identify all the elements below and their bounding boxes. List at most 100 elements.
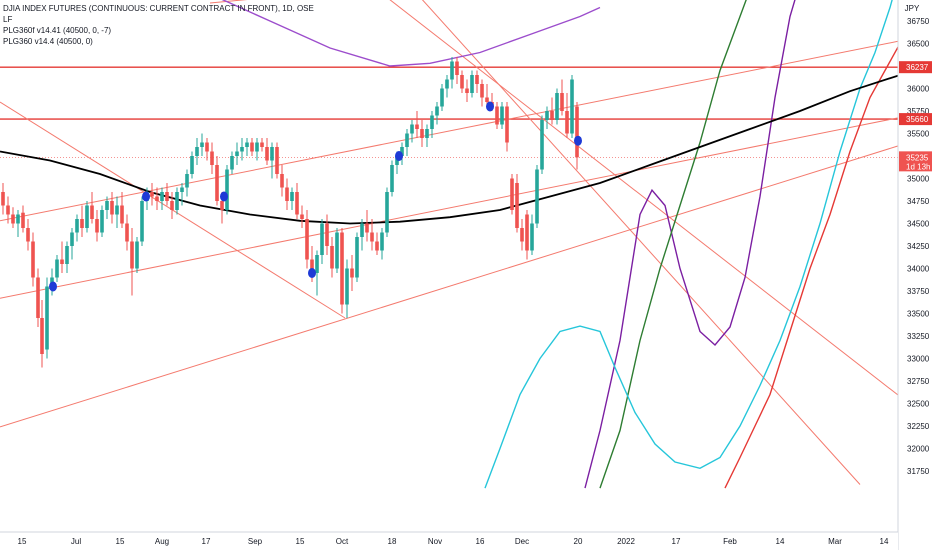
candle[interactable] [21,205,25,233]
candle[interactable] [120,192,124,228]
candle[interactable] [485,84,489,107]
candle[interactable] [545,106,549,130]
price-axis[interactable]: JPY 31750 32000 32250 32500 32750 33000 33250 33… [897,0,932,550]
candle[interactable] [340,228,344,314]
candle[interactable] [255,138,259,161]
candle[interactable] [360,219,364,251]
candle[interactable] [150,183,154,206]
candle[interactable] [445,75,449,98]
candle[interactable] [565,93,569,138]
candle[interactable] [26,219,30,251]
candle[interactable] [265,138,269,165]
candle[interactable] [100,205,104,238]
candle[interactable] [190,151,194,179]
candle[interactable] [110,192,114,224]
candle[interactable] [6,196,10,224]
candle[interactable] [160,187,164,211]
candle[interactable] [355,232,359,283]
candle[interactable] [90,192,94,224]
candle[interactable] [540,115,544,175]
candle[interactable] [180,183,184,206]
candle[interactable] [495,102,499,129]
candle[interactable] [230,151,234,175]
candle[interactable] [135,237,139,273]
candle[interactable] [470,70,474,98]
candle[interactable] [315,250,319,296]
candle[interactable] [80,205,84,238]
candle[interactable] [335,228,339,273]
candle[interactable] [175,187,179,215]
candle[interactable] [440,84,444,111]
candle[interactable] [380,228,384,260]
candle[interactable] [320,219,324,264]
candle[interactable] [460,70,464,94]
candle[interactable] [140,196,144,247]
candle[interactable] [410,120,414,143]
candle[interactable] [170,192,174,219]
candle[interactable] [31,232,35,287]
candle[interactable] [420,120,424,147]
candle[interactable] [330,237,334,278]
candle[interactable] [575,102,579,170]
candle[interactable] [290,187,294,211]
candle[interactable] [205,138,209,161]
candle[interactable] [60,241,64,274]
candle[interactable] [450,57,454,89]
candle[interactable] [510,174,514,215]
candle[interactable] [365,210,369,242]
candle[interactable] [270,142,274,179]
candle[interactable] [210,142,214,175]
candle[interactable] [465,79,469,103]
candle[interactable] [425,124,429,148]
candle[interactable] [235,142,239,166]
candle[interactable] [475,70,479,94]
candle[interactable] [525,210,529,260]
candle[interactable] [430,111,434,138]
candle[interactable] [325,214,329,256]
candle[interactable] [515,174,519,233]
candle[interactable] [95,210,99,242]
candle[interactable] [285,178,289,211]
candle[interactable] [225,165,229,215]
legend-indicator-plg360[interactable]: PLG360 v14.4 (40500, 0) [3,37,93,46]
candle[interactable] [550,97,554,125]
candle[interactable] [200,133,204,157]
candle[interactable] [65,241,69,274]
candle[interactable] [280,165,284,197]
candle[interactable] [260,138,264,152]
candle[interactable] [215,156,219,206]
legend-indicator-lf[interactable]: LF [3,15,13,24]
candle[interactable] [405,129,409,156]
candle[interactable] [370,219,374,251]
candle[interactable] [16,210,20,237]
candle[interactable] [130,228,134,296]
candle[interactable] [455,57,459,84]
candle[interactable] [535,165,539,228]
candle[interactable] [505,102,509,152]
candle[interactable] [125,214,129,251]
candle[interactable] [185,169,189,197]
candle[interactable] [390,160,394,197]
candle[interactable] [55,255,59,282]
candle[interactable] [415,111,419,138]
candle[interactable] [345,259,349,319]
candle[interactable] [115,196,119,229]
candle[interactable] [70,228,74,260]
legend-indicator-plg360f[interactable]: PLG360f v14.41 (40500, 0, -7) [3,26,112,35]
candle[interactable] [385,187,389,238]
candle[interactable] [305,210,309,269]
candle[interactable] [85,201,89,233]
candle[interactable] [295,183,299,219]
legend-symbol-title[interactable]: DJIA INDEX FUTURES (CONTINUOUS: CURRENT … [3,4,314,13]
candle[interactable] [435,102,439,125]
candle[interactable] [195,138,199,165]
candle[interactable] [250,138,254,156]
candle[interactable] [555,88,559,125]
time-axis[interactable]: 15 Jul 15 Aug 17 Sep 15 Oct 18 Nov 16 Dec 20 2022 17 Fe… [0,531,898,550]
candle[interactable] [36,268,40,328]
candle[interactable] [560,79,564,116]
candle[interactable] [45,277,49,359]
candle[interactable] [375,232,379,256]
candle[interactable] [105,196,109,220]
